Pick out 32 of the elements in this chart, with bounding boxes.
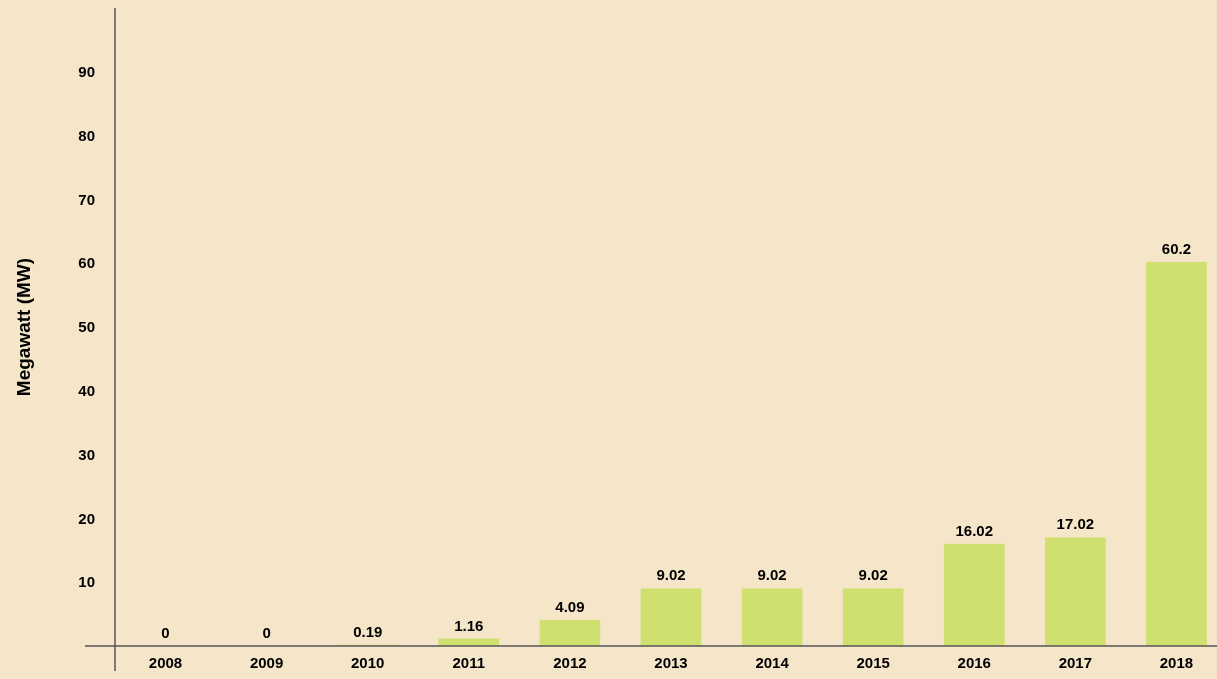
y-tick-label: 10 bbox=[78, 573, 95, 591]
data-label: 0 bbox=[262, 624, 271, 641]
x-tick-label: 2015 bbox=[856, 654, 890, 671]
x-tick-label: 2009 bbox=[249, 654, 284, 671]
y-tick-label: 20 bbox=[78, 509, 95, 527]
x-tick-label: 2017 bbox=[1058, 654, 1093, 671]
x-tick-label: 2008 bbox=[148, 654, 183, 671]
data-label: 9.02 bbox=[757, 566, 787, 584]
data-label: 0.19 bbox=[353, 622, 383, 640]
data-label: 0 bbox=[161, 624, 170, 641]
y-tick-label: 60 bbox=[78, 254, 95, 272]
data-label: 17.02 bbox=[1056, 515, 1095, 533]
x-tick-label: 2010 bbox=[351, 654, 385, 671]
data-label: 4.09 bbox=[555, 597, 585, 615]
y-tick-label: 30 bbox=[78, 445, 95, 463]
x-tick-label: 2014 bbox=[755, 654, 790, 671]
x-tick-label: 2011 bbox=[452, 654, 486, 671]
x-tick-label: 2013 bbox=[654, 654, 688, 671]
y-tick-label: 90 bbox=[78, 63, 95, 81]
x-tick-label: 2012 bbox=[553, 654, 587, 671]
x-tick-label: 2018 bbox=[1159, 654, 1194, 671]
data-label: 1.16 bbox=[454, 616, 484, 634]
data-label: 16.02 bbox=[955, 521, 994, 539]
data-label: 60.2 bbox=[1161, 239, 1192, 257]
x-tick-label: 2016 bbox=[957, 654, 991, 671]
data-label: 9.02 bbox=[656, 566, 686, 584]
y-axis-title: Megawatt (MW) bbox=[13, 257, 34, 397]
y-tick-label: 80 bbox=[78, 126, 95, 144]
y-tick-label: 40 bbox=[78, 382, 95, 400]
data-label: 9.02 bbox=[858, 566, 888, 584]
y-tick-label: 70 bbox=[78, 190, 95, 208]
y-tick-label: 50 bbox=[78, 318, 95, 336]
